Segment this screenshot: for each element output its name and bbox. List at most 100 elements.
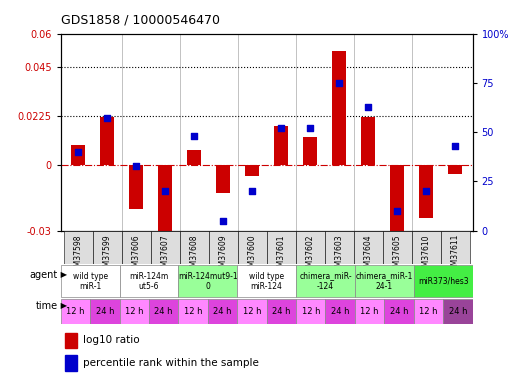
Point xyxy=(103,116,111,122)
Text: 24 h: 24 h xyxy=(272,307,290,316)
Point xyxy=(364,104,372,110)
Text: 24 h: 24 h xyxy=(331,307,350,316)
Point xyxy=(219,218,228,224)
Text: miR-124mut9-1
0: miR-124mut9-1 0 xyxy=(178,272,238,291)
Bar xyxy=(414,298,443,324)
Text: time: time xyxy=(36,301,58,311)
Text: 24 h: 24 h xyxy=(96,307,114,316)
Text: GSM37599: GSM37599 xyxy=(102,234,111,276)
Point xyxy=(277,125,285,131)
Bar xyxy=(90,298,119,324)
Bar xyxy=(355,298,384,324)
Bar xyxy=(332,51,346,165)
Bar xyxy=(245,165,259,176)
Text: GSM37607: GSM37607 xyxy=(161,234,169,276)
Bar xyxy=(119,298,149,324)
Bar xyxy=(383,231,412,264)
Point xyxy=(132,163,140,169)
Bar xyxy=(296,298,325,324)
Bar xyxy=(443,298,473,324)
Text: GSM37611: GSM37611 xyxy=(451,234,460,275)
Bar xyxy=(296,265,355,297)
Bar xyxy=(92,231,121,264)
Text: 12 h: 12 h xyxy=(301,307,320,316)
Text: 24 h: 24 h xyxy=(213,307,232,316)
Bar xyxy=(180,231,209,264)
Text: GDS1858 / 10000546470: GDS1858 / 10000546470 xyxy=(61,13,220,26)
Bar xyxy=(419,165,433,218)
Bar xyxy=(267,231,296,264)
Bar xyxy=(390,165,404,235)
Point xyxy=(306,125,314,131)
Text: 12 h: 12 h xyxy=(66,307,84,316)
Bar xyxy=(187,150,201,165)
Bar xyxy=(158,165,172,231)
Text: agent: agent xyxy=(30,270,58,279)
Bar xyxy=(119,265,178,297)
Text: percentile rank within the sample: percentile rank within the sample xyxy=(83,358,259,368)
Text: 24 h: 24 h xyxy=(390,307,408,316)
Bar xyxy=(412,231,441,264)
Point xyxy=(451,143,459,149)
Bar xyxy=(414,265,473,297)
Bar xyxy=(209,231,238,264)
Bar xyxy=(325,298,355,324)
Bar xyxy=(178,298,208,324)
Bar xyxy=(296,231,325,264)
Point xyxy=(190,133,199,139)
Text: GSM37598: GSM37598 xyxy=(73,234,82,276)
Text: 12 h: 12 h xyxy=(125,307,144,316)
Bar xyxy=(303,136,317,165)
Bar xyxy=(441,231,470,264)
Bar xyxy=(237,298,267,324)
Bar xyxy=(355,265,414,297)
Bar xyxy=(384,298,414,324)
Text: 12 h: 12 h xyxy=(360,307,379,316)
Bar xyxy=(65,333,77,348)
Text: 24 h: 24 h xyxy=(154,307,173,316)
Bar xyxy=(121,231,150,264)
Bar xyxy=(237,265,296,297)
Text: 12 h: 12 h xyxy=(184,307,202,316)
Bar xyxy=(274,126,288,165)
Bar xyxy=(61,265,119,297)
Text: GSM37605: GSM37605 xyxy=(393,234,402,276)
Bar xyxy=(71,146,86,165)
Text: GSM37602: GSM37602 xyxy=(306,234,315,276)
Point xyxy=(335,80,343,86)
Bar xyxy=(100,117,115,165)
Text: GSM37608: GSM37608 xyxy=(190,234,199,276)
Text: GSM37609: GSM37609 xyxy=(219,234,228,276)
Text: chimera_miR-1
24-1: chimera_miR-1 24-1 xyxy=(356,272,413,291)
Bar xyxy=(61,298,90,324)
Text: 12 h: 12 h xyxy=(419,307,438,316)
Text: miR373/hes3: miR373/hes3 xyxy=(418,277,468,286)
Bar xyxy=(208,298,237,324)
Text: wild type
miR-124: wild type miR-124 xyxy=(249,272,284,291)
Point xyxy=(161,188,169,194)
Bar xyxy=(361,117,375,165)
Bar xyxy=(267,298,296,324)
Point xyxy=(248,188,257,194)
Bar xyxy=(238,231,267,264)
Bar xyxy=(216,165,230,194)
Text: 24 h: 24 h xyxy=(449,307,467,316)
Text: ▶: ▶ xyxy=(58,270,67,279)
Text: ▶: ▶ xyxy=(58,302,67,310)
Point xyxy=(393,208,401,214)
Text: miR-124m
ut5-6: miR-124m ut5-6 xyxy=(129,272,168,291)
Bar xyxy=(150,231,180,264)
Bar xyxy=(65,355,77,371)
Bar xyxy=(129,165,144,209)
Text: GSM37600: GSM37600 xyxy=(248,234,257,276)
Point xyxy=(74,149,82,155)
Text: GSM37610: GSM37610 xyxy=(422,234,431,276)
Text: GSM37606: GSM37606 xyxy=(131,234,140,276)
Text: 12 h: 12 h xyxy=(243,307,261,316)
Text: GSM37601: GSM37601 xyxy=(277,234,286,276)
Text: GSM37603: GSM37603 xyxy=(335,234,344,276)
Bar xyxy=(354,231,383,264)
Bar xyxy=(63,231,92,264)
Bar xyxy=(325,231,354,264)
Point xyxy=(422,188,430,194)
